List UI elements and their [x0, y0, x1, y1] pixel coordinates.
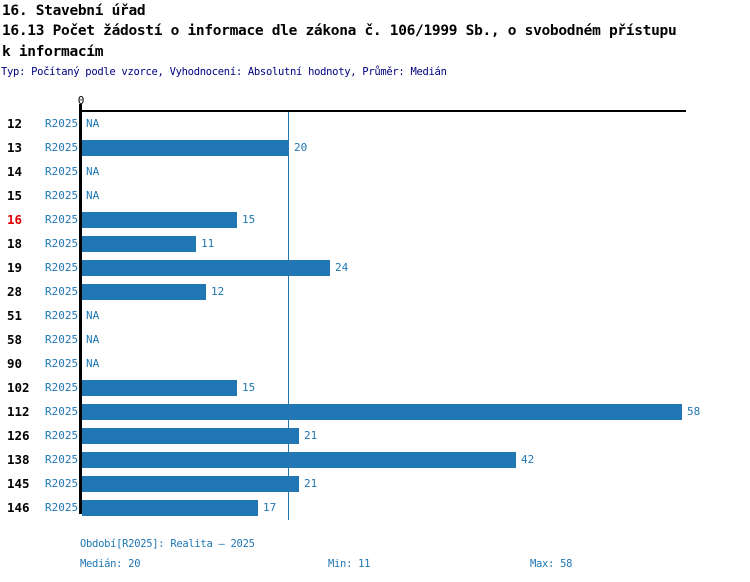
- bar: [82, 452, 516, 468]
- series-label: R2025: [45, 309, 79, 322]
- category-label: 112: [7, 404, 30, 419]
- series-label: R2025: [45, 333, 79, 346]
- value-label: 21: [304, 429, 318, 442]
- series-label: R2025: [45, 261, 79, 274]
- median-reference-line: [287, 111, 289, 520]
- chart-title-line1: 16.13 Počet žádostí o informace dle záko…: [2, 23, 677, 39]
- chart-row: 16 R2025 15: [0, 208, 750, 232]
- series-label: R2025: [45, 477, 79, 490]
- value-label: 24: [335, 261, 349, 274]
- bar: [82, 428, 299, 444]
- category-label: 28: [7, 284, 23, 299]
- chart-row: 51 R2025 NA: [0, 304, 750, 328]
- category-label: 145: [7, 476, 30, 491]
- chart-row: 112 R2025 58: [0, 400, 750, 424]
- chart-row: 15 R2025 NA: [0, 184, 750, 208]
- x-axis-line: [81, 110, 686, 112]
- category-label: 13: [7, 140, 23, 155]
- chart-row: 58 R2025 NA: [0, 328, 750, 352]
- value-label: 20: [294, 141, 308, 154]
- series-label: R2025: [45, 453, 79, 466]
- bar: [82, 284, 206, 300]
- bar: [82, 404, 682, 420]
- x-axis-zero-tick-label: 0: [77, 94, 85, 107]
- y-axis-line: [79, 104, 82, 514]
- category-label: 15: [7, 188, 23, 203]
- chart-row: 19 R2025 24: [0, 256, 750, 280]
- series-label: R2025: [45, 381, 79, 394]
- category-label: 14: [7, 164, 23, 179]
- value-label: 17: [263, 501, 277, 514]
- category-label: 138: [7, 452, 30, 467]
- bar: [82, 260, 330, 276]
- na-value-label: NA: [86, 333, 100, 346]
- value-label: 58: [687, 405, 701, 418]
- na-value-label: NA: [86, 165, 100, 178]
- bar: [82, 500, 258, 516]
- chart-row: 12 R2025 NA: [0, 112, 750, 136]
- value-label: 15: [242, 213, 256, 226]
- chart-row: 14 R2025 NA: [0, 160, 750, 184]
- value-label: 11: [201, 237, 215, 250]
- chart-row: 138 R2025 42: [0, 448, 750, 472]
- chart-row: 13 R2025 20: [0, 136, 750, 160]
- chart-meta-info: Typ: Počítaný podle vzorce, Vyhodnocení:…: [1, 66, 447, 78]
- series-label: R2025: [45, 285, 79, 298]
- category-label: 51: [7, 308, 23, 323]
- chart-row: 18 R2025 11: [0, 232, 750, 256]
- value-label: 42: [521, 453, 535, 466]
- na-value-label: NA: [86, 189, 100, 202]
- bar: [82, 476, 299, 492]
- series-label: R2025: [45, 357, 79, 370]
- bar: [82, 212, 237, 228]
- chart-row: 28 R2025 12: [0, 280, 750, 304]
- series-label: R2025: [45, 405, 79, 418]
- footer-min-stat: Min: 11: [328, 558, 371, 570]
- na-value-label: NA: [86, 117, 100, 130]
- bar-chart-rows: 12 R2025 NA 13 R2025 20 14 R2025 NA 15 R2025 NA 16 R2…: [0, 112, 750, 520]
- value-label: 21: [304, 477, 318, 490]
- category-label: 90: [7, 356, 23, 371]
- chart-row: 102 R2025 15: [0, 376, 750, 400]
- chart-row: 126 R2025 21: [0, 424, 750, 448]
- category-label: 102: [7, 380, 30, 395]
- value-label: 12: [211, 285, 225, 298]
- na-value-label: NA: [86, 357, 100, 370]
- series-label: R2025: [45, 501, 79, 514]
- chart-row: 90 R2025 NA: [0, 352, 750, 376]
- category-label: 19: [7, 260, 23, 275]
- series-label: R2025: [45, 165, 79, 178]
- series-label: R2025: [45, 189, 79, 202]
- series-label: R2025: [45, 429, 79, 442]
- category-label: 12: [7, 116, 23, 131]
- chart-row: 146 R2025 17: [0, 496, 750, 520]
- footer-max-stat: Max: 58: [530, 558, 573, 570]
- series-label: R2025: [45, 237, 79, 250]
- bar: [82, 140, 289, 156]
- value-label: 15: [242, 381, 256, 394]
- series-label: R2025: [45, 213, 79, 226]
- series-label: R2025: [45, 141, 79, 154]
- category-label-highlighted: 16: [7, 212, 23, 227]
- chart-row: 145 R2025 21: [0, 472, 750, 496]
- category-label: 58: [7, 332, 23, 347]
- footer-median-stat: Medián: 20: [80, 558, 141, 570]
- na-value-label: NA: [86, 309, 100, 322]
- footer-period-label: Období[R2025]: Realita – 2025: [80, 538, 255, 550]
- series-label: R2025: [45, 117, 79, 130]
- bar: [82, 380, 237, 396]
- page-title: 16. Stavební úřad: [2, 3, 146, 19]
- category-label: 126: [7, 428, 30, 443]
- category-label: 18: [7, 236, 23, 251]
- bar: [82, 236, 196, 252]
- chart-title-line2: k informacím: [2, 44, 104, 60]
- category-label: 146: [7, 500, 30, 515]
